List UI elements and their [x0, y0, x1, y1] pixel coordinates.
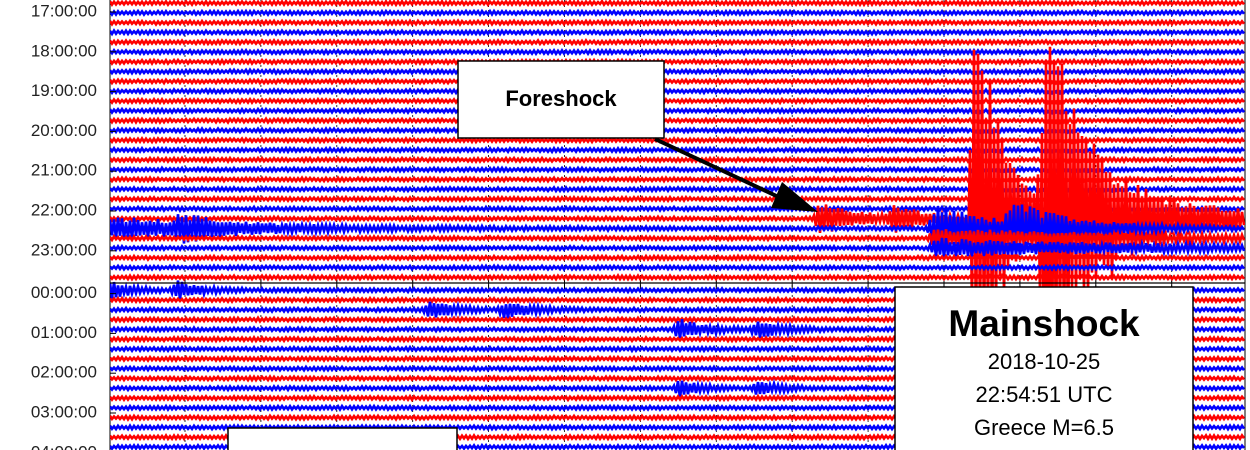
trace — [110, 28, 1245, 37]
y-label: 21:00:00 — [31, 161, 97, 180]
trace — [110, 37, 1245, 47]
arrow-head — [771, 182, 818, 212]
trace — [110, 204, 1245, 254]
mainshock-date: 2018-10-25 — [988, 349, 1101, 374]
y-label: 03:00:00 — [31, 402, 97, 421]
mainshock-title: Mainshock — [948, 303, 1140, 344]
trace — [110, 8, 1245, 18]
lower-box — [227, 427, 458, 450]
y-label: 01:00:00 — [31, 323, 97, 342]
trace — [110, 273, 1245, 282]
y-label: 17:00:00 — [31, 1, 97, 20]
mainshock-time: 22:54:51 UTC — [976, 382, 1113, 407]
arrow-shaft — [654, 137, 786, 202]
trace — [110, 228, 1245, 249]
trace — [110, 47, 1245, 57]
trace — [110, 237, 1245, 258]
y-labels: 17:00:00 18:00:00 19:00:00 20:00:00 21:00:00… — [31, 1, 116, 450]
trace — [110, 263, 1245, 272]
y-label: 19:00:00 — [31, 81, 97, 100]
mainshock-box — [894, 286, 1194, 450]
foreshock-box — [457, 60, 665, 139]
y-label: 22:00:00 — [31, 200, 97, 219]
y-label: 04:00:00 — [31, 442, 97, 450]
y-label: 23:00:00 — [31, 240, 97, 259]
y-label: 00:00:00 — [31, 283, 97, 302]
mainshock-location: Greece M=6.5 — [974, 415, 1114, 440]
trace — [110, 18, 1245, 27]
foreshock-label: Foreshock — [505, 86, 617, 111]
y-label: 20:00:00 — [31, 121, 97, 140]
trace — [110, 0, 1245, 8]
trace — [110, 253, 1245, 263]
y-label: 02:00:00 — [31, 363, 97, 382]
y-label: 18:00:00 — [31, 41, 97, 60]
